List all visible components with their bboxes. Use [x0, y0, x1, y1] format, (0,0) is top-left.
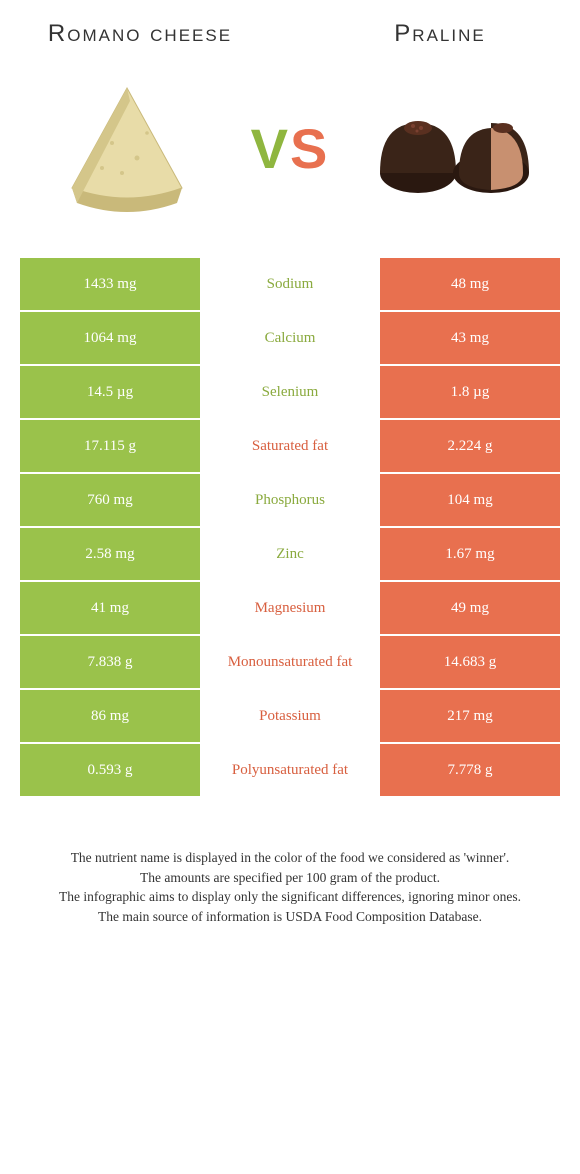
nutrient-label-cell: Polyunsaturated fat: [200, 744, 380, 798]
comparison-table: 1433 mgSodium48 mg1064 mgCalcium43 mg14.…: [20, 258, 560, 798]
table-row: 7.838 gMonounsaturated fat14.683 g: [20, 636, 560, 690]
nutrient-label-cell: Sodium: [200, 258, 380, 312]
vs-label: VS: [251, 116, 330, 181]
table-row: 14.5 µgSelenium1.8 µg: [20, 366, 560, 420]
right-value-cell: 1.67 mg: [380, 528, 560, 582]
table-row: 0.593 gPolyunsaturated fat7.778 g: [20, 744, 560, 798]
cheese-image: [47, 68, 207, 228]
note-line-4: The main source of information is USDA F…: [30, 907, 550, 927]
right-value-cell: 217 mg: [380, 690, 560, 744]
left-value-cell: 0.593 g: [20, 744, 200, 798]
note-line-2: The amounts are specified per 100 gram o…: [30, 868, 550, 888]
header: Romano cheese Praline: [0, 0, 580, 58]
right-value-cell: 104 mg: [380, 474, 560, 528]
table-row: 2.58 mgZinc1.67 mg: [20, 528, 560, 582]
footer-notes: The nutrient name is displayed in the co…: [30, 848, 550, 926]
table-row: 1064 mgCalcium43 mg: [20, 312, 560, 366]
right-value-cell: 7.778 g: [380, 744, 560, 798]
left-value-cell: 86 mg: [20, 690, 200, 744]
left-value-cell: 1433 mg: [20, 258, 200, 312]
left-value-cell: 1064 mg: [20, 312, 200, 366]
nutrient-label-cell: Zinc: [200, 528, 380, 582]
vs-v: V: [251, 117, 290, 180]
right-food-title: Praline: [340, 20, 540, 48]
left-value-cell: 760 mg: [20, 474, 200, 528]
table-row: 41 mgMagnesium49 mg: [20, 582, 560, 636]
right-value-cell: 14.683 g: [380, 636, 560, 690]
nutrient-label-cell: Potassium: [200, 690, 380, 744]
nutrient-label-cell: Saturated fat: [200, 420, 380, 474]
right-value-cell: 48 mg: [380, 258, 560, 312]
right-value-cell: 49 mg: [380, 582, 560, 636]
vs-s: S: [290, 117, 329, 180]
right-value-cell: 2.224 g: [380, 420, 560, 474]
right-value-cell: 1.8 µg: [380, 366, 560, 420]
left-value-cell: 2.58 mg: [20, 528, 200, 582]
table-row: 17.115 gSaturated fat2.224 g: [20, 420, 560, 474]
left-value-cell: 7.838 g: [20, 636, 200, 690]
table-row: 86 mgPotassium217 mg: [20, 690, 560, 744]
nutrient-label-cell: Monounsaturated fat: [200, 636, 380, 690]
left-value-cell: 41 mg: [20, 582, 200, 636]
note-line-1: The nutrient name is displayed in the co…: [30, 848, 550, 868]
left-value-cell: 17.115 g: [20, 420, 200, 474]
table-row: 760 mgPhosphorus104 mg: [20, 474, 560, 528]
nutrient-label-cell: Calcium: [200, 312, 380, 366]
nutrient-label-cell: Magnesium: [200, 582, 380, 636]
nutrient-label-cell: Selenium: [200, 366, 380, 420]
left-value-cell: 14.5 µg: [20, 366, 200, 420]
praline-image: [373, 68, 533, 228]
left-food-title: Romano cheese: [40, 20, 240, 48]
images-row: VS: [0, 58, 580, 258]
right-value-cell: 43 mg: [380, 312, 560, 366]
table-row: 1433 mgSodium48 mg: [20, 258, 560, 312]
note-line-3: The infographic aims to display only the…: [30, 887, 550, 907]
nutrient-label-cell: Phosphorus: [200, 474, 380, 528]
